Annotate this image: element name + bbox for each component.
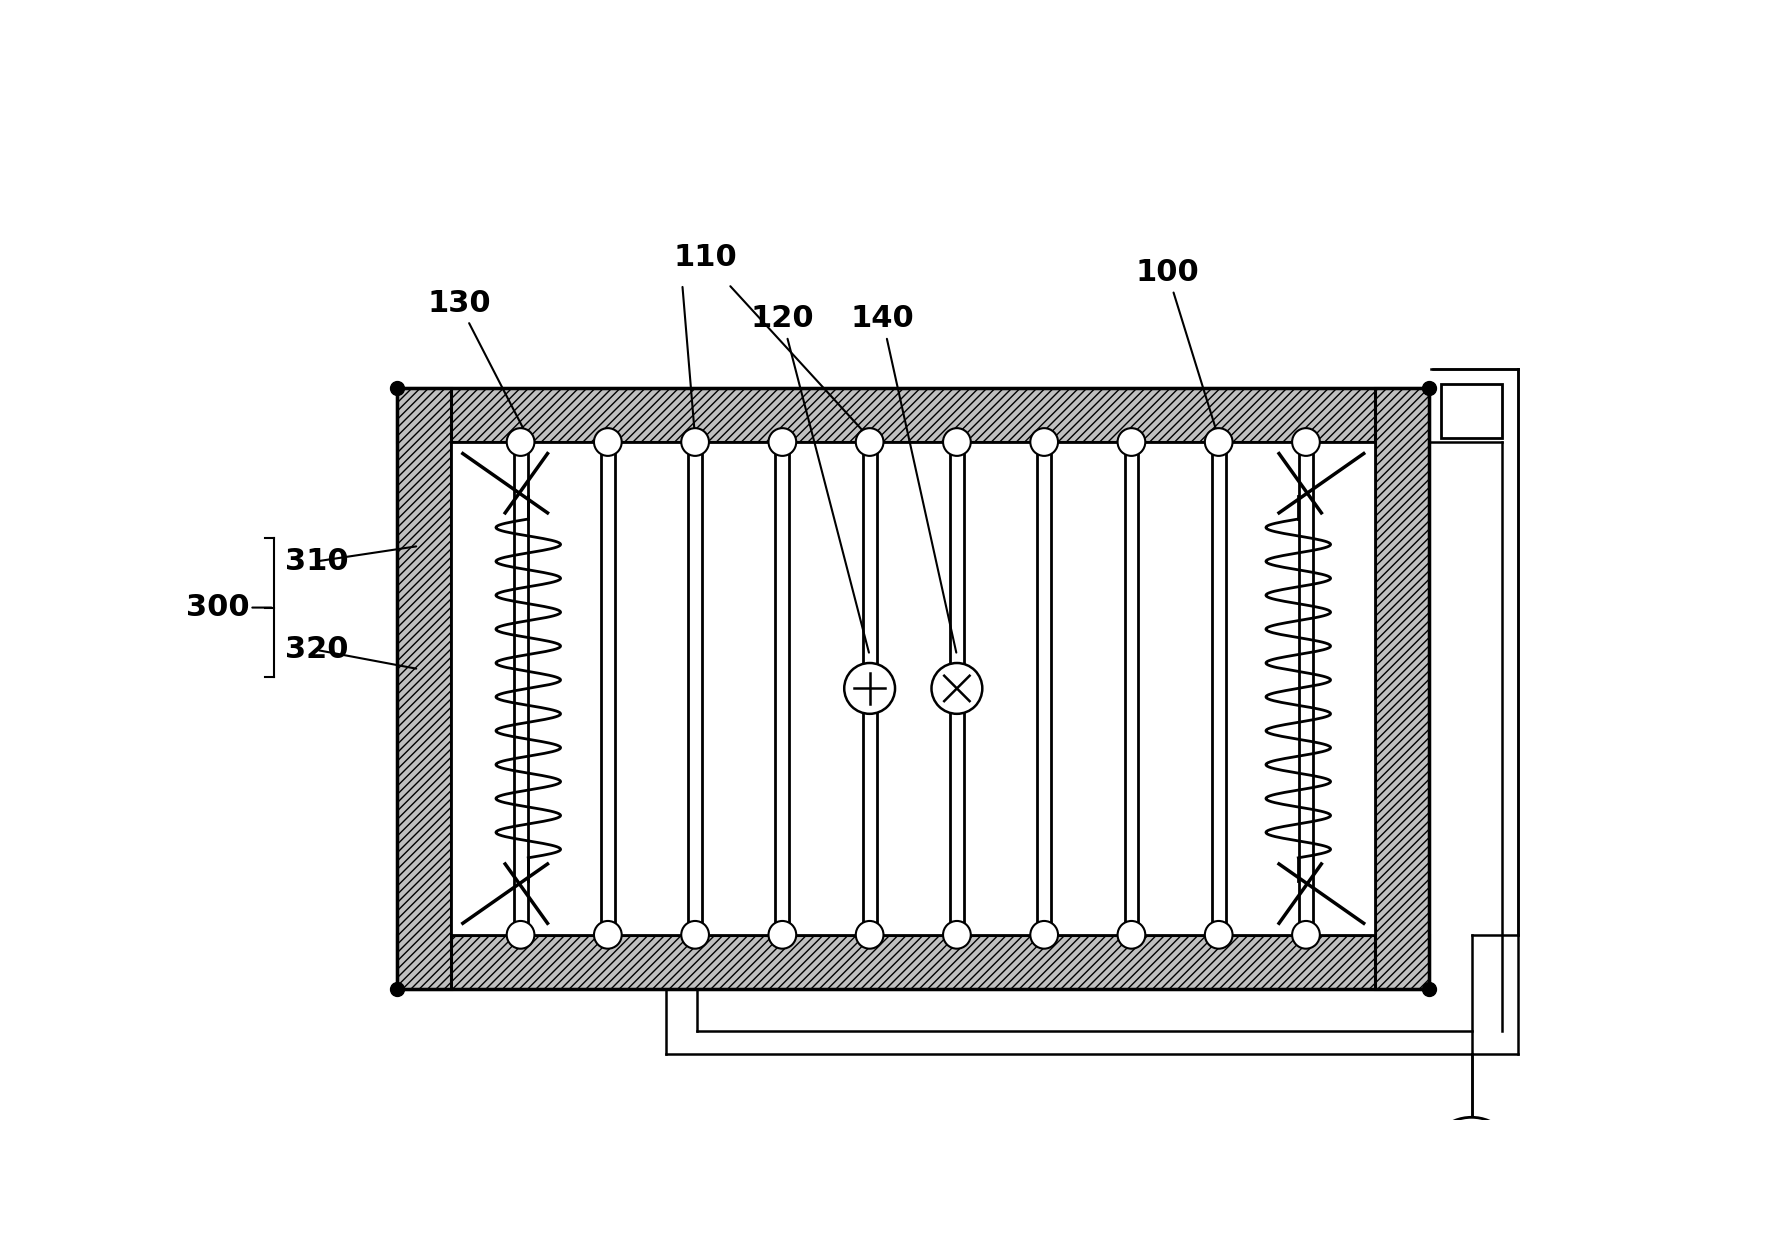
- Text: 300: 300: [186, 593, 250, 621]
- Bar: [1375, 389, 1429, 989]
- Circle shape: [594, 921, 622, 949]
- Circle shape: [594, 428, 622, 455]
- Circle shape: [506, 428, 535, 455]
- Circle shape: [942, 921, 971, 949]
- Text: 100: 100: [1135, 258, 1218, 435]
- Circle shape: [1030, 921, 1058, 949]
- Circle shape: [681, 428, 710, 455]
- Circle shape: [1205, 428, 1232, 455]
- Circle shape: [1118, 428, 1146, 455]
- Text: 320: 320: [284, 635, 349, 664]
- Circle shape: [1293, 428, 1320, 455]
- Bar: [397, 389, 1429, 442]
- Bar: [451, 442, 1375, 935]
- Circle shape: [844, 663, 896, 713]
- Text: 130: 130: [427, 289, 527, 435]
- Circle shape: [681, 921, 710, 949]
- Circle shape: [856, 921, 883, 949]
- Circle shape: [769, 428, 796, 455]
- Text: 120: 120: [751, 304, 869, 653]
- Text: 310: 310: [284, 547, 349, 576]
- Circle shape: [769, 921, 796, 949]
- Circle shape: [932, 663, 982, 713]
- Bar: [1441, 384, 1502, 438]
- Bar: [451, 442, 1375, 935]
- Text: 140: 140: [851, 304, 957, 653]
- Circle shape: [1293, 921, 1320, 949]
- Text: 110: 110: [674, 243, 737, 272]
- Bar: [397, 389, 451, 989]
- Circle shape: [1118, 921, 1146, 949]
- Circle shape: [856, 428, 883, 455]
- Circle shape: [1205, 921, 1232, 949]
- Circle shape: [506, 921, 535, 949]
- Circle shape: [1427, 1117, 1516, 1206]
- Circle shape: [942, 428, 971, 455]
- Bar: [397, 935, 1429, 989]
- Bar: [397, 389, 1429, 989]
- Circle shape: [1030, 428, 1058, 455]
